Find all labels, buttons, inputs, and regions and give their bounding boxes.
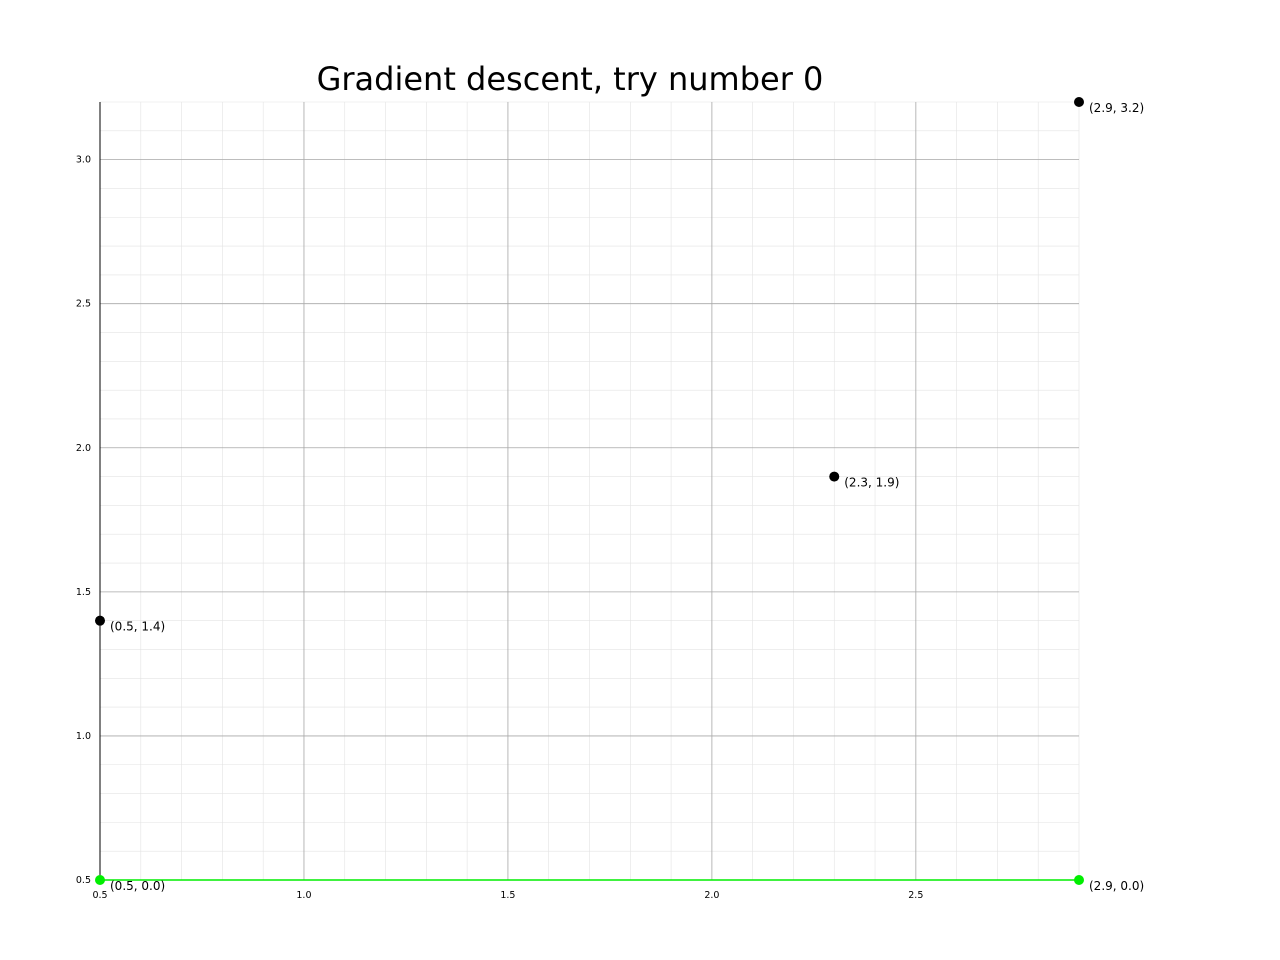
x-tick-label: 2.5 <box>908 890 923 901</box>
point-label: (2.9, 3.2) <box>1089 101 1144 115</box>
x-tick-label: 2.0 <box>704 890 719 901</box>
data-point <box>95 875 105 885</box>
data-point <box>829 471 840 482</box>
point-label: (2.3, 1.9) <box>844 476 899 490</box>
minor-grid <box>99 101 1080 881</box>
point-label: (0.5, 0.0) <box>110 879 165 893</box>
chart-title: Gradient descent, try number 0 <box>317 60 824 98</box>
data-point <box>95 615 105 626</box>
x-tick-labels: 0.5 1.0 1.5 2.0 2.5 <box>92 890 923 901</box>
x-tick-label: 1.5 <box>500 890 515 901</box>
point-annotations: (0.5, 1.4) (2.3, 1.9) (2.9, 3.2) (0.5, 0.0)… <box>110 101 1144 893</box>
data-points <box>95 97 1084 885</box>
y-tick-labels: 0.5 1.0 1.5 2.0 2.5 3.0 <box>76 155 91 886</box>
data-point <box>1074 875 1084 885</box>
y-tick-label: 1.0 <box>76 731 91 742</box>
point-label: (0.5, 1.4) <box>110 620 165 634</box>
y-tick-label: 3.0 <box>76 155 91 166</box>
y-tick-label: 2.0 <box>76 443 91 454</box>
point-label: (2.9, 0.0) <box>1089 879 1144 893</box>
x-tick-label: 1.0 <box>296 890 311 901</box>
x-tick-label: 0.5 <box>92 890 107 901</box>
data-point <box>1074 97 1084 107</box>
y-tick-label: 0.5 <box>76 875 91 886</box>
y-tick-label: 2.5 <box>76 299 91 310</box>
y-tick-label: 1.5 <box>76 587 91 598</box>
